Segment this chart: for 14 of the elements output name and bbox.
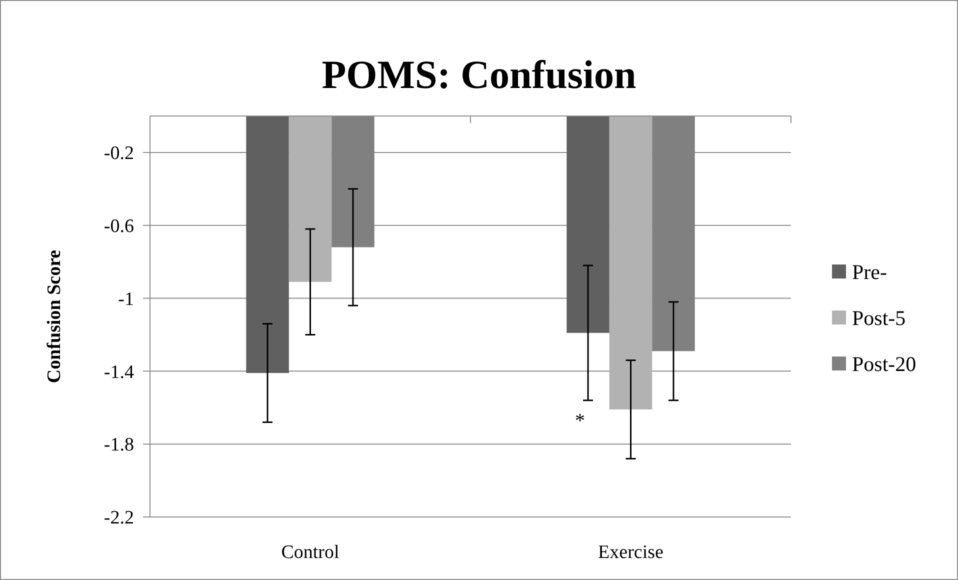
legend-label: Post-5 — [852, 306, 906, 330]
y-tick-label: -1.4 — [104, 362, 134, 383]
y-tick-label: -0.6 — [104, 216, 134, 238]
y-axis-title: Confusion Score — [44, 250, 65, 384]
y-tick-label: -1 — [118, 288, 134, 310]
annotation: * — [575, 410, 586, 432]
x-tick-label: Control — [281, 542, 340, 563]
y-tick-label: -1.8 — [104, 434, 134, 456]
legend-label: Post-20 — [852, 352, 916, 376]
x-tick-label: Exercise — [598, 542, 664, 563]
y-tick-label: -2.2 — [104, 508, 134, 529]
legend-label: Pre- — [852, 260, 887, 284]
chart-title: POMS: Confusion — [322, 52, 636, 97]
y-tick-label: -0.2 — [104, 143, 134, 164]
